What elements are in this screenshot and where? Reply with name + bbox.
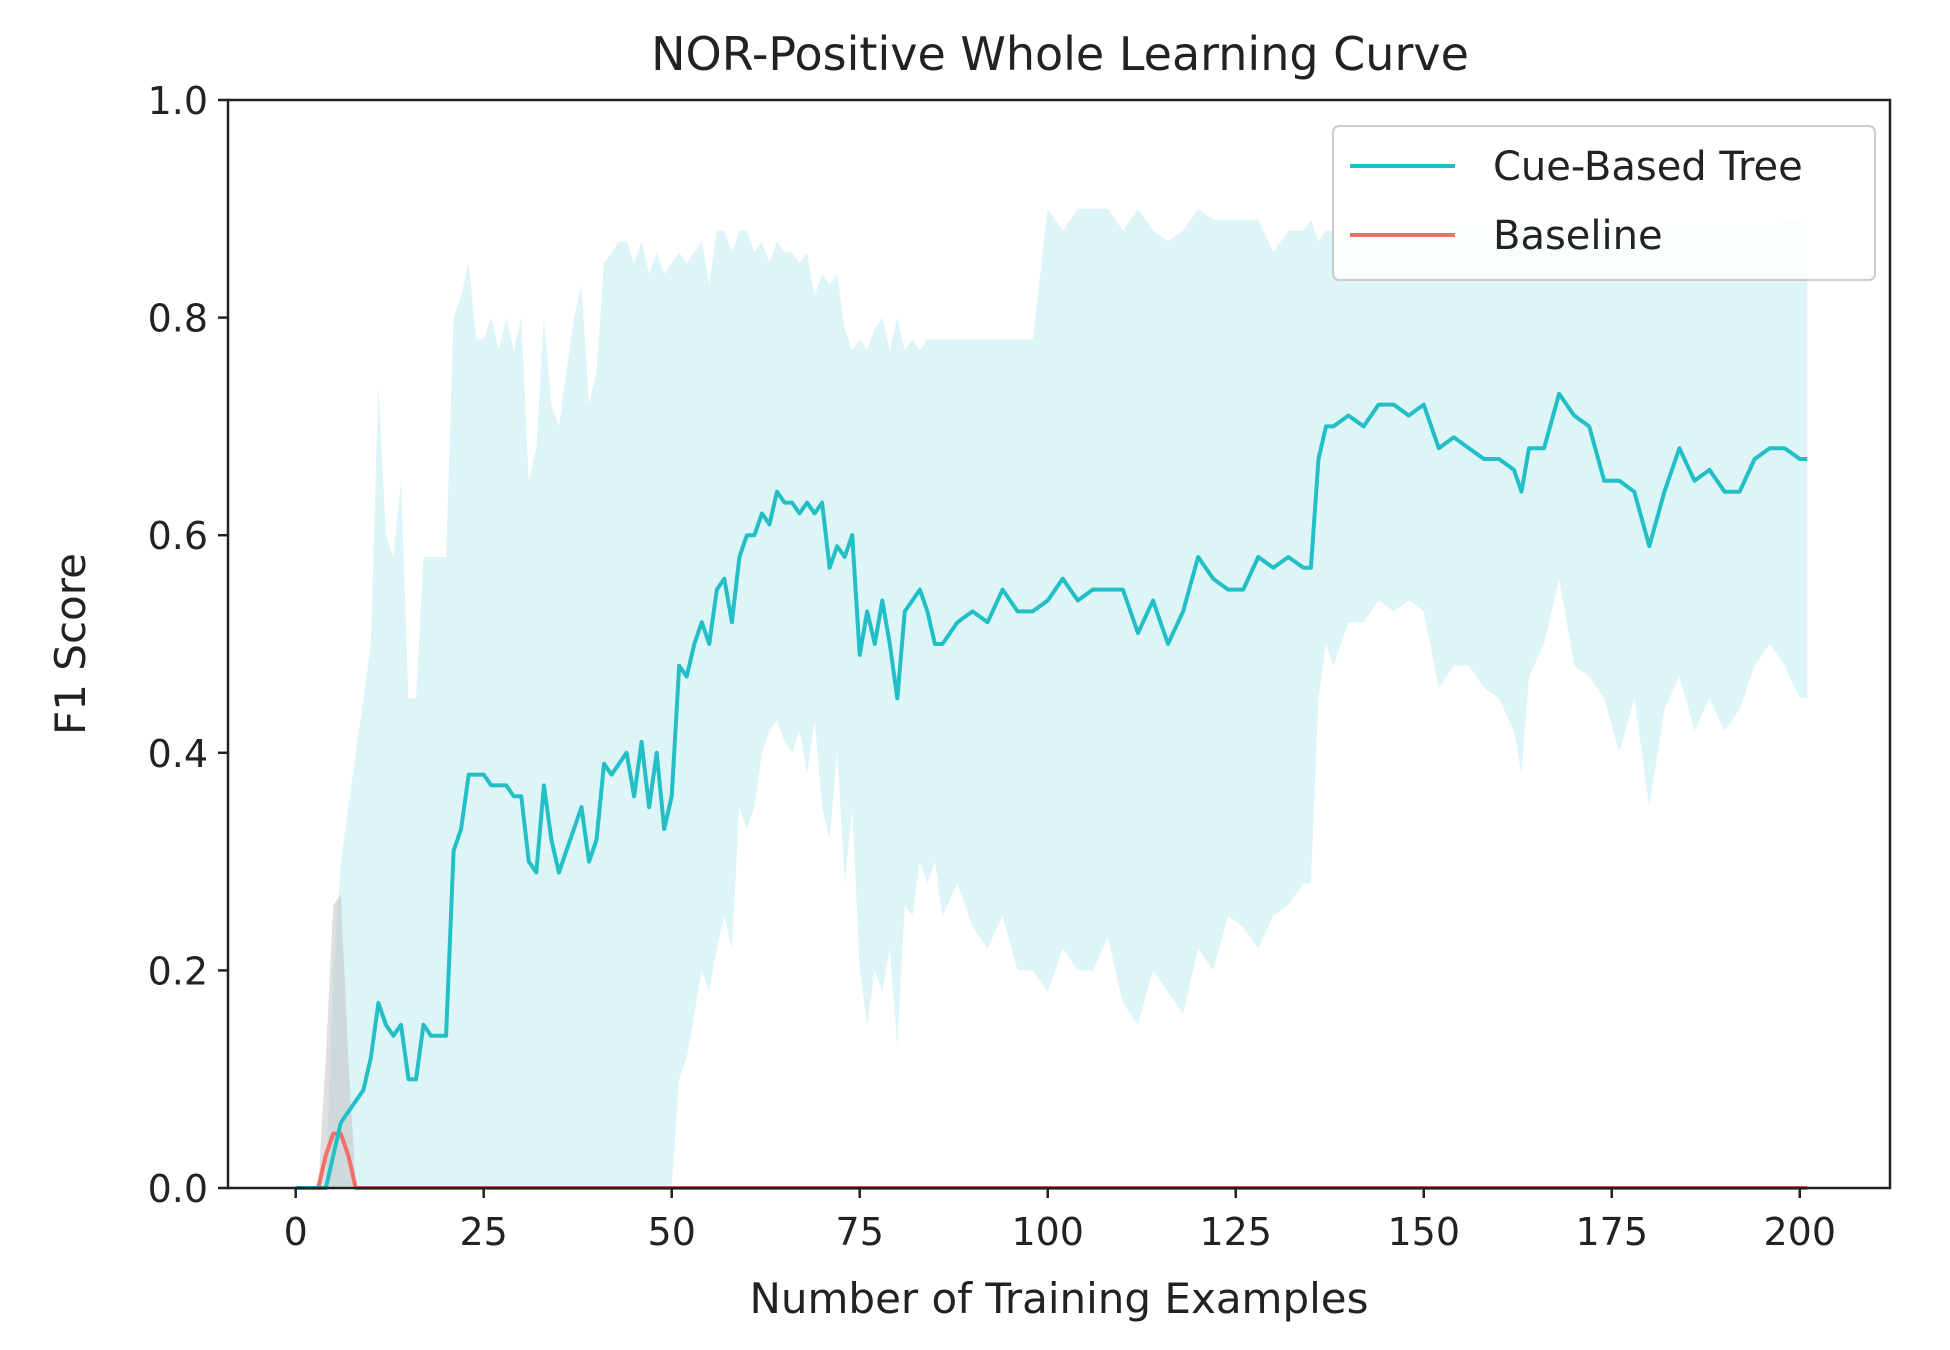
legend-label-baseline: Baseline <box>1493 213 1663 259</box>
x-tick-label: 75 <box>836 1210 884 1254</box>
confidence-bands <box>295 208 1808 1189</box>
x-tick-label: 25 <box>460 1210 508 1254</box>
y-axis-label: F1 Score <box>46 553 95 735</box>
x-tick-label: 200 <box>1763 1210 1836 1254</box>
y-tick-label: 0.4 <box>148 732 208 776</box>
y-tick-label: 1.0 <box>148 79 208 123</box>
x-axis-ticks: 0 25 50 75 100 125 150 175 200 <box>284 1188 1836 1254</box>
line-cue-based-tree <box>295 391 1808 1190</box>
x-tick-label: 150 <box>1387 1210 1460 1254</box>
x-tick-label: 0 <box>284 1210 308 1254</box>
legend-label-cue-based-tree: Cue-Based Tree <box>1493 144 1803 190</box>
x-tick-label: 175 <box>1575 1210 1648 1254</box>
y-tick-label: 0.6 <box>148 514 208 558</box>
legend-box <box>1332 125 1876 281</box>
chart-title: NOR-Positive Whole Learning Curve <box>651 27 1469 81</box>
x-tick-label: 50 <box>648 1210 696 1254</box>
y-tick-label: 0.0 <box>148 1167 208 1211</box>
plot-area-frame <box>226 98 1892 1190</box>
band-cue-based-tree <box>295 208 1808 1189</box>
y-axis-ticks: 0.0 0.2 0.4 0.6 0.8 1.0 <box>148 79 228 1211</box>
x-axis-label: Number of Training Examples <box>749 1274 1368 1323</box>
y-tick-label: 0.8 <box>148 297 208 341</box>
legend: Cue-Based Tree Baseline <box>1332 125 1876 281</box>
y-tick-label: 0.2 <box>148 949 208 993</box>
x-tick-label: 100 <box>1011 1210 1084 1254</box>
x-tick-label: 125 <box>1199 1210 1272 1254</box>
